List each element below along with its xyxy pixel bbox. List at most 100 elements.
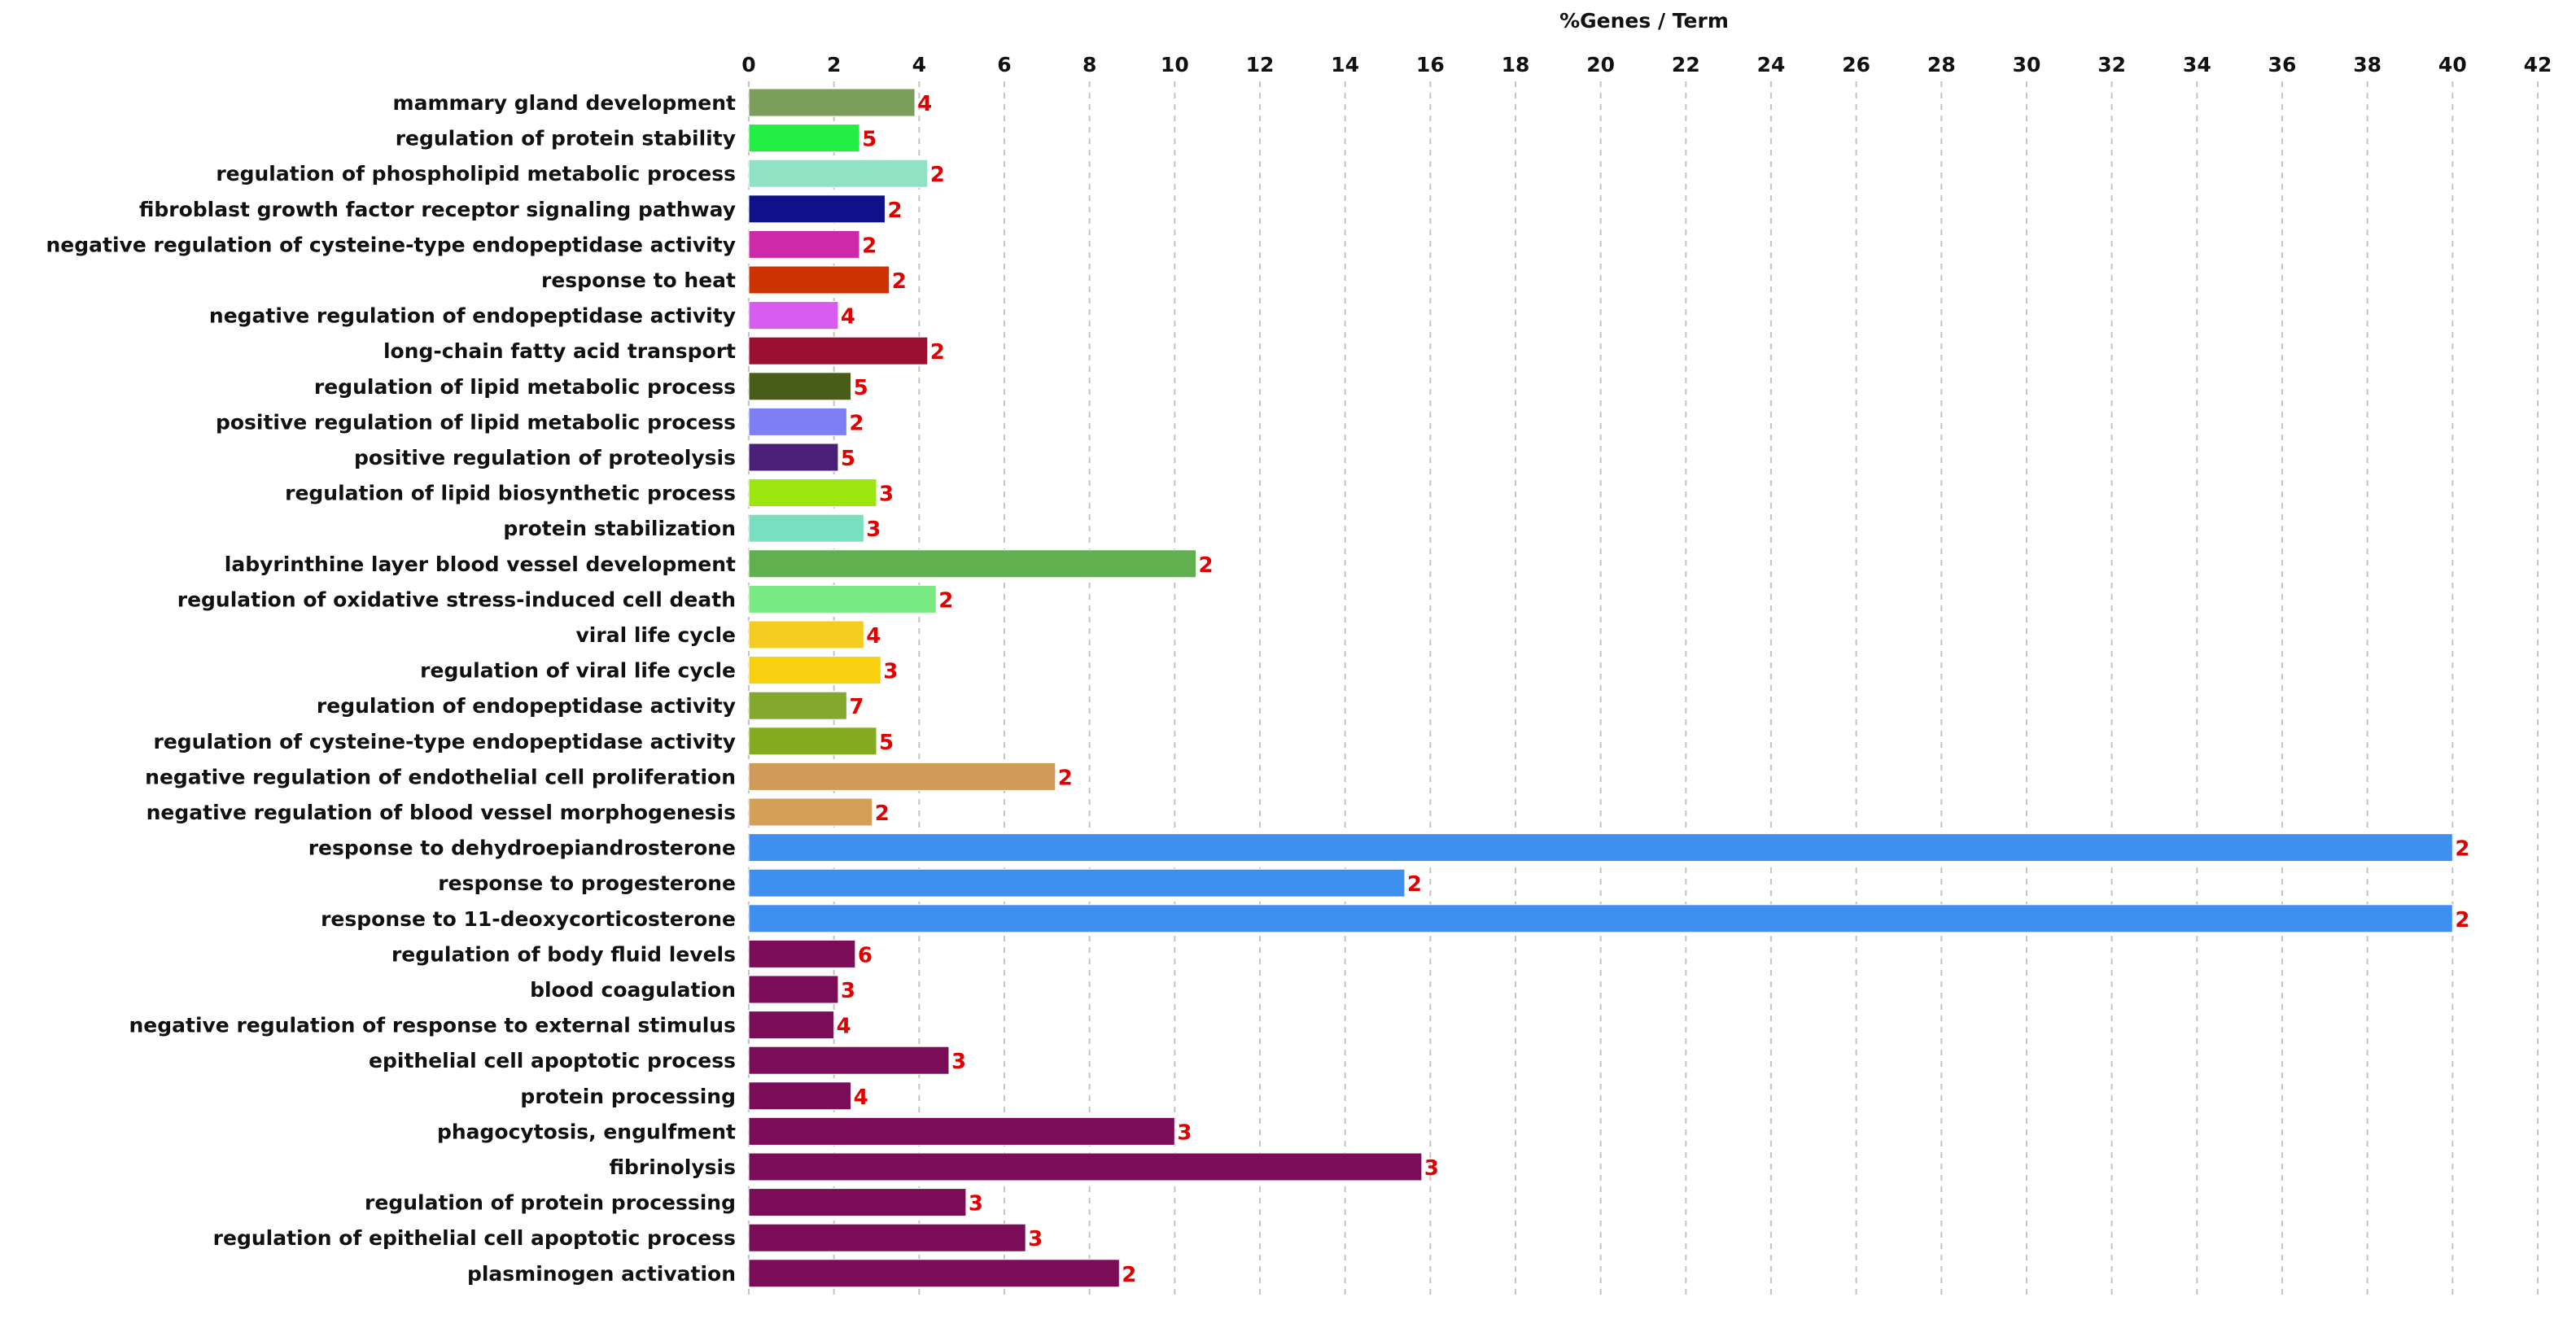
x-tick-label: 12 [1246,53,1275,76]
x-tick-label: 42 [2524,53,2552,76]
count-label: 3 [883,660,898,684]
category-label: phagocytosis, engulfment [437,1120,736,1143]
count-label: 4 [854,1085,868,1110]
x-tick-label: 22 [1672,53,1700,76]
category-label: regulation of viral life cycle [420,659,736,683]
count-label: 4 [866,624,881,649]
x-tick-label: 26 [1842,53,1870,76]
bar [748,124,860,153]
count-label: 2 [892,269,907,294]
bar [748,265,890,295]
category-label: positive regulation of proteolysis [354,446,736,470]
count-label: 3 [841,979,855,1003]
category-label: fibrinolysis [610,1155,737,1179]
bar [748,407,847,436]
x-tick-label: 28 [1927,53,1956,76]
category-label: viral life cycle [576,623,736,647]
count-label: 2 [2455,837,2469,862]
bar [748,904,2453,933]
bar [748,372,852,401]
x-tick-label: 30 [2013,53,2041,76]
count-label: 2 [862,234,877,258]
bar [748,762,1056,791]
bar [748,88,916,117]
bar [748,939,856,968]
bar [748,194,886,224]
category-label: negative regulation of response to exter… [129,1014,736,1037]
x-tick-label: 6 [997,53,1011,76]
category-label: negative regulation of cysteine-type end… [46,233,737,256]
bar [748,443,839,472]
x-tick-label: 32 [2097,53,2126,76]
bar [748,513,864,543]
bar [748,1046,950,1075]
x-tick-label: 16 [1416,53,1445,76]
x-tick-label: 18 [1502,53,1530,76]
count-label: 6 [858,943,873,967]
category-label: negative regulation of endothelial cell … [145,765,736,788]
x-axis-ticks: 0 2 4 6 8 10 12 14 16 18 20 22 24 26 28 30 32 34 36 38 40 42 [741,53,2552,76]
count-label: 4 [917,92,932,116]
x-tick-label: 20 [1586,53,1615,76]
category-label: regulation of oxidative stress-induced c… [177,587,736,611]
category-labels: mammary gland development regulation of p… [46,91,737,1286]
count-label: 4 [837,1015,851,1039]
bar [748,301,839,330]
category-label: regulation of protein processing [365,1191,736,1215]
bar [748,1188,967,1217]
category-label: positive regulation of lipid metabolic p… [216,410,736,434]
category-label: regulation of lipid biosynthetic process [285,482,736,505]
category-label: regulation of endopeptidase activity [317,694,736,718]
count-label: 2 [849,411,864,435]
bar [748,868,1406,898]
x-tick-label: 8 [1082,53,1096,76]
count-label: 2 [930,340,945,365]
category-label: regulation of epithelial cell apoptotic … [213,1226,736,1250]
bar [748,975,839,1004]
count-label: 5 [862,128,877,152]
category-label: protein stabilization [503,517,736,540]
category-label: regulation of phospholipid metabolic pro… [216,162,736,186]
x-tick-label: 40 [2438,53,2467,76]
count-label: 2 [875,801,890,826]
count-label: 5 [854,376,868,400]
category-label: blood coagulation [530,978,736,1002]
count-label: 3 [1177,1120,1192,1145]
x-tick-label: 2 [827,53,841,76]
count-label: 3 [879,483,894,507]
bar [748,1011,835,1040]
category-label: fibroblast growth factor receptor signal… [139,198,736,221]
count-label: 2 [1058,766,1073,790]
category-label: regulation of cysteine-type endopeptidas… [154,730,737,753]
count-label: 2 [930,163,945,187]
count-label: 5 [841,447,855,471]
category-label: regulation of body fluid levels [391,942,736,966]
category-label: protein processing [520,1085,736,1108]
x-axis-title: %Genes / Term [1559,9,1729,33]
count-label: 7 [849,695,864,719]
count-label: 4 [841,305,855,330]
bar [748,478,877,508]
category-label: regulation of lipid metabolic process [314,375,736,399]
category-label: response to 11-deoxycorticosterone [321,907,736,931]
bar [748,159,929,188]
count-label: 2 [938,588,953,613]
x-tick-label: 24 [1757,53,1786,76]
bar [748,549,1196,579]
bar [748,620,864,649]
bar [748,1152,1423,1181]
category-label: regulation of protein stability [396,127,736,151]
bar [748,656,881,685]
x-tick-label: 0 [741,53,755,76]
count-label: 2 [1199,553,1214,578]
category-label: mammary gland development [393,91,736,115]
category-label: negative regulation of blood vessel morp… [147,801,736,824]
count-label: 2 [1122,1263,1136,1287]
bar [748,691,847,720]
category-label: response to progesterone [438,871,736,895]
bar [748,1116,1175,1146]
category-label: response to dehydroepiandrosterone [308,836,736,860]
category-label: epithelial cell apoptotic process [369,1049,736,1072]
